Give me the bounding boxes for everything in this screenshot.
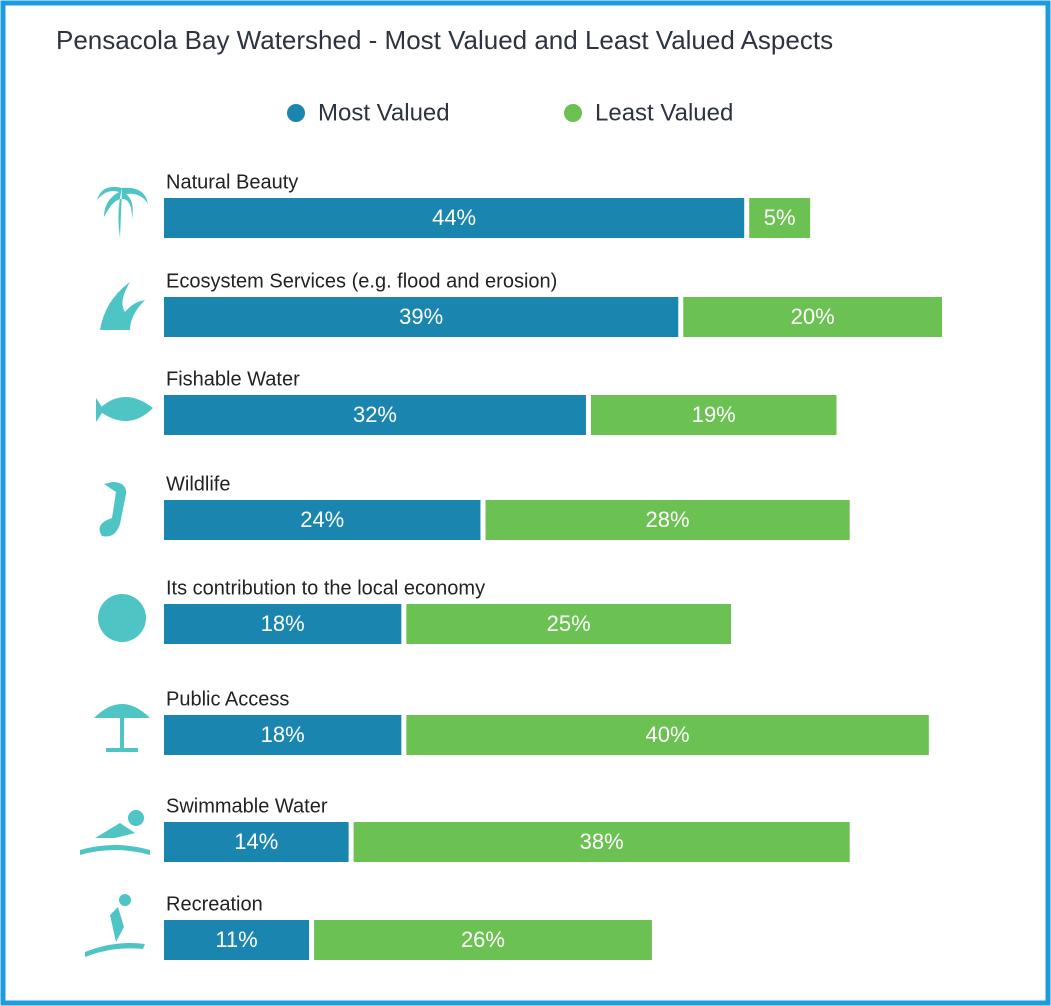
bar bbox=[164, 715, 402, 755]
value-label: 18% bbox=[261, 722, 305, 747]
value-label: 32% bbox=[353, 402, 397, 427]
category-label: Public Access bbox=[166, 688, 289, 710]
bar bbox=[164, 604, 402, 644]
money-icon bbox=[98, 594, 146, 642]
value-label: 5% bbox=[764, 205, 796, 230]
bar bbox=[590, 395, 837, 435]
value-label: 14% bbox=[234, 829, 278, 854]
bar bbox=[164, 395, 586, 435]
value-label: 19% bbox=[692, 402, 736, 427]
bar bbox=[353, 822, 850, 862]
category-label: Ecosystem Services (e.g. flood and erosi… bbox=[166, 270, 557, 292]
bar bbox=[683, 297, 942, 337]
category-label: Swimmable Water bbox=[166, 795, 328, 817]
legend-label: Least Valued bbox=[595, 99, 733, 126]
value-label: 40% bbox=[646, 722, 690, 747]
bar bbox=[406, 604, 732, 644]
bar bbox=[164, 920, 310, 960]
category-label: Fishable Water bbox=[166, 368, 300, 390]
icons bbox=[80, 186, 153, 957]
value-label: 24% bbox=[300, 507, 344, 532]
bar bbox=[406, 715, 929, 755]
bar bbox=[164, 198, 745, 238]
value-label: 18% bbox=[261, 611, 305, 636]
legend-swatch bbox=[564, 104, 582, 122]
value-label: 20% bbox=[791, 304, 835, 329]
category-label: Natural Beauty bbox=[166, 171, 298, 193]
category-label: Its contribution to the local economy bbox=[166, 577, 485, 599]
swimmer-icon bbox=[80, 823, 150, 855]
fish-icon bbox=[96, 396, 153, 422]
chart-title: Pensacola Bay Watershed - Most Valued an… bbox=[56, 25, 833, 55]
category-label: Recreation bbox=[166, 893, 263, 915]
legend-label: Most Valued bbox=[318, 99, 450, 126]
value-label: 38% bbox=[580, 829, 624, 854]
palm-icon bbox=[97, 186, 148, 238]
swimmer-head bbox=[128, 810, 144, 826]
bar bbox=[164, 500, 481, 540]
value-label: 11% bbox=[215, 927, 257, 952]
bar bbox=[314, 920, 652, 960]
value-label: 44% bbox=[432, 205, 476, 230]
bar bbox=[164, 822, 349, 862]
bird-icon bbox=[99, 482, 127, 537]
value-label: 26% bbox=[461, 927, 505, 952]
umbrella-icon bbox=[94, 704, 150, 752]
value-label: 39% bbox=[399, 304, 443, 329]
value-label: 28% bbox=[646, 507, 690, 532]
legend-swatch bbox=[287, 104, 305, 122]
plant-icon bbox=[100, 282, 145, 330]
bar bbox=[485, 500, 850, 540]
surfer-head bbox=[119, 894, 131, 906]
surfer-icon bbox=[85, 907, 145, 957]
value-label: 25% bbox=[547, 611, 591, 636]
category-label: Wildlife bbox=[166, 473, 230, 495]
bar bbox=[164, 297, 679, 337]
bar bbox=[749, 198, 811, 238]
